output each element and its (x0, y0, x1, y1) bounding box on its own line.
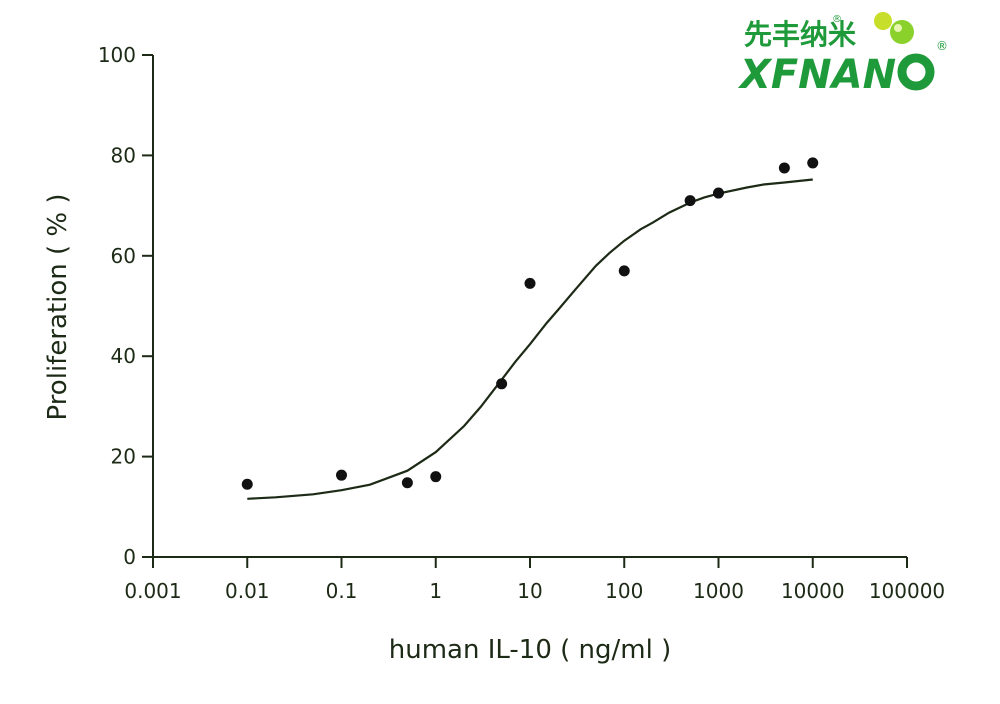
logo-yellow-ball (874, 12, 892, 30)
y-axis-title: Proliferation ( % ) (43, 193, 73, 420)
logo-ball-highlight (894, 24, 902, 32)
y-tick-label: 20 (111, 445, 136, 469)
x-tick-label: 10000 (781, 579, 845, 603)
y-tick-label: 80 (111, 143, 136, 167)
data-point (496, 378, 508, 390)
y-tick-label: 40 (111, 344, 136, 368)
data-point (430, 471, 442, 483)
axes (152, 55, 907, 558)
y-tick-label: 0 (123, 545, 136, 569)
data-point (336, 469, 347, 481)
logo-english-text: XFNAN (737, 52, 896, 96)
x-tick-label: 100000 (869, 579, 945, 603)
x-tick-label: 1000 (693, 579, 744, 603)
x-tick-label: 0.1 (326, 579, 358, 603)
data-point (713, 187, 724, 199)
y-tick-label: 60 (111, 244, 136, 268)
data-point (618, 265, 630, 277)
x-tick-label: 0.01 (225, 579, 270, 603)
y-tick-label: 100 (98, 43, 136, 67)
data-point (524, 277, 536, 289)
data-points (241, 157, 819, 490)
logo-green-ball (890, 20, 914, 44)
x-tick-label: 100 (605, 579, 643, 603)
logo-registered-mark-small: ® (832, 14, 842, 25)
logo-chinese-text: 先丰纳米 (744, 18, 856, 51)
data-point (778, 162, 790, 174)
fit-curve (247, 178, 813, 500)
x-axis-title: human IL-10 ( ng/ml ) (389, 635, 672, 665)
logo-ring-o (897, 53, 935, 91)
data-point (401, 477, 413, 489)
x-tick-label: 0.001 (124, 579, 181, 603)
logo-registered-mark: ® (936, 39, 948, 53)
xfnano-logo: 先丰纳米 ® XFNAN ® (737, 12, 948, 96)
y-axis-ticks: 0 20 40 60 80 100 (98, 43, 153, 569)
data-point (241, 478, 253, 490)
x-axis-ticks: 0.001 0.01 0.1 1 10 100 1000 10000 100000 (124, 557, 945, 603)
x-tick-label: 1 (429, 579, 442, 603)
x-tick-label: 10 (517, 579, 542, 603)
data-point (684, 195, 696, 207)
data-point (807, 157, 819, 169)
